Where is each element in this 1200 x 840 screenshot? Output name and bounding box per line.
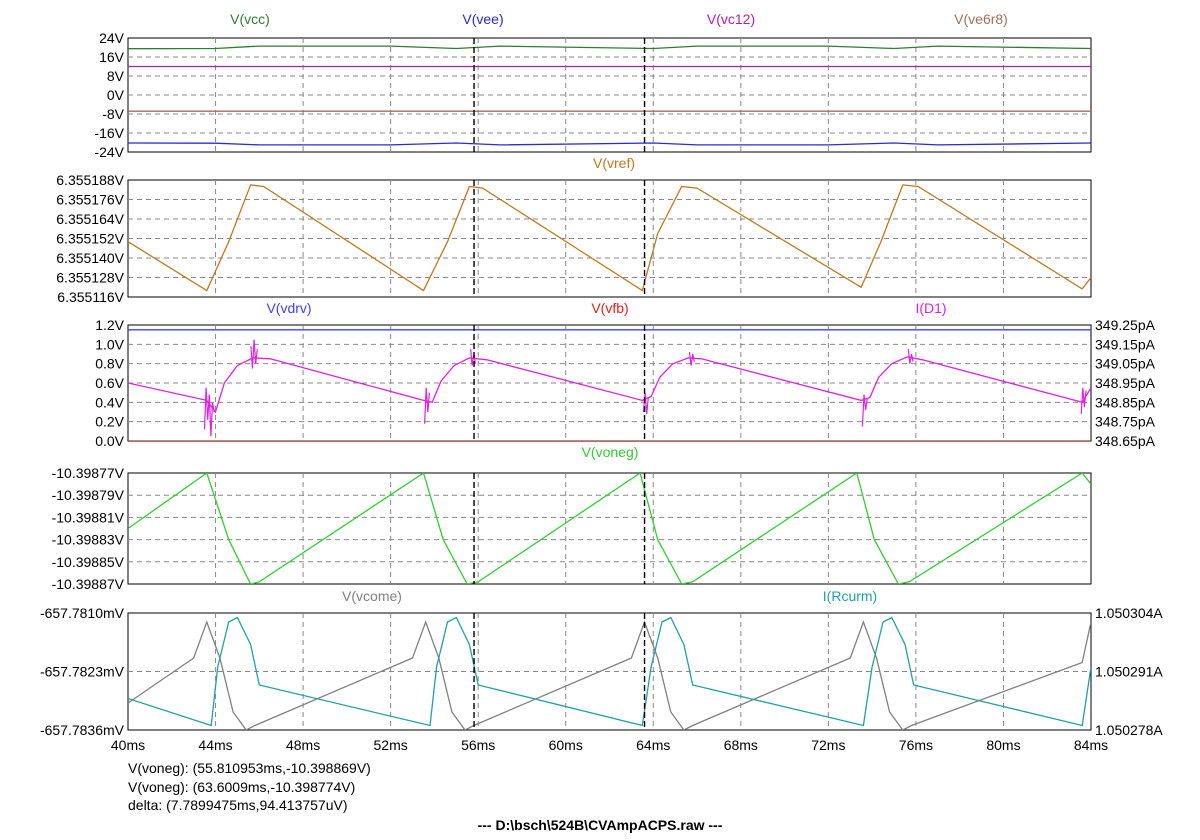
x-tick-label: 64ms [636, 737, 670, 753]
y-tick-label: 0.6V [95, 375, 124, 391]
y-tick-label: -657.7810mV [40, 605, 125, 621]
pane-supplies: 24V 16V 8V 0V -8V -16V -24V [94, 30, 1092, 160]
cursor1-readout: V(voneg): (55.810953ms,-10.398869V) [128, 760, 371, 776]
x-tick-label: 84ms [1074, 737, 1108, 753]
y2-tick-label: 349.15pA [1095, 336, 1156, 352]
x-tick-label: 80ms [986, 737, 1020, 753]
y-tick-label: 1.2V [95, 317, 124, 333]
traces [128, 45, 1091, 146]
x-tick-label: 68ms [724, 737, 758, 753]
y-tick-label: 6.355140V [56, 250, 124, 266]
y-tick-label: 0.2V [95, 414, 124, 430]
y2-tick-label: 348.85pA [1095, 394, 1156, 410]
trace-spike [688, 352, 695, 366]
pane-currents: -657.7810mV -657.7823mV -657.7836mV 1.05030… [40, 605, 1163, 738]
pane-vref: 6.355188V 6.355176V 6.355164V 6.355152V 6.35… [56, 172, 1092, 305]
raw-file-path: --- D:\bsch\524B\CVAmpACPS.raw --- [477, 817, 723, 833]
pane-drive: 1.2V 1.0V 0.8V 0.6V 0.4V 0.2V 0.0V 349.25pA 349.… [95, 317, 1155, 449]
trace-spike [470, 349, 476, 366]
pane-frame [127, 472, 1092, 585]
trace-spike [250, 339, 258, 369]
y2-tick-label: 349.05pA [1095, 356, 1156, 372]
trace-vee [128, 142, 1091, 146]
x-tick-label: 56ms [461, 737, 495, 753]
x-tick-label: 60ms [549, 737, 583, 753]
trace-label-vref: V(vref) [593, 155, 635, 171]
y-tick-label: 16V [99, 49, 125, 65]
y2-tick-label: 1.050291A [1095, 664, 1163, 680]
trace-label-vdrv: V(vdrv) [266, 300, 311, 316]
y-tick-label: 6.355188V [56, 172, 124, 188]
trace-label-vee: V(vee) [462, 11, 503, 27]
y-tick-label: -10.39881V [52, 509, 125, 525]
y2-tick-label: 349.25pA [1095, 317, 1156, 333]
y-tick-label: 0.8V [95, 356, 124, 372]
trace-label-vfb: V(vfb) [591, 300, 628, 316]
y-tick-label: 0.4V [95, 394, 124, 410]
trace-spike [907, 349, 914, 364]
traces [128, 329, 1091, 441]
y-tick-label: -10.39883V [52, 532, 125, 548]
traces [128, 616, 1091, 730]
trace-spike [861, 394, 868, 427]
y-tick-label: -657.7836mV [40, 722, 125, 738]
y-tick-label: -10.39887V [52, 576, 125, 592]
y-tick-label: -8V [102, 106, 124, 122]
trace-spike [424, 387, 430, 424]
trace-voneg [128, 473, 1091, 584]
trace-label-vcc: V(vcc) [230, 11, 270, 27]
y-tick-label: 0.0V [95, 433, 124, 449]
y-tick-label: 24V [99, 30, 125, 46]
y-tick-label: -16V [94, 125, 124, 141]
x-tick-label: 44ms [198, 737, 232, 753]
y-tick-label: 0V [107, 87, 125, 103]
trace-label-vcome: V(vcome) [342, 588, 402, 604]
y-tick-label: 6.355176V [56, 192, 124, 208]
y-tick-label: -10.39885V [52, 554, 125, 570]
x-tick-label: 52ms [374, 737, 408, 753]
traces [128, 473, 1091, 584]
trace-spike [1080, 387, 1087, 414]
cursor2-readout: V(voneg): (63.6009ms,-10.398774V) [128, 779, 356, 795]
y-tick-label: 1.0V [95, 336, 124, 352]
cursor-delta-readout: delta: (7.7899475ms,94.413757uV) [128, 797, 348, 813]
y-tick-label: 6.355116V [57, 289, 124, 305]
y-tick-label: -24V [94, 144, 124, 160]
trace-label-voneg: V(voneg) [582, 444, 639, 460]
x-tick-label: 72ms [811, 737, 845, 753]
y2-tick-label: 348.75pA [1095, 414, 1156, 430]
y-tick-label: 8V [107, 68, 125, 84]
x-tick-label: 48ms [286, 737, 320, 753]
x-tick-label: 40ms [111, 737, 145, 753]
trace-label-ve6r8: V(ve6r8) [954, 11, 1008, 27]
x-tick-label: 76ms [899, 737, 933, 753]
y-tick-label: 6.355128V [56, 270, 124, 286]
y2-tick-label: 1.050304A [1095, 605, 1163, 621]
y-tick-label: -657.7823mV [40, 664, 125, 680]
traces [128, 184, 1091, 292]
trace-label-vc12: V(vc12) [707, 11, 755, 27]
trace-vref [128, 184, 1091, 292]
y-tick-label: 6.355164V [56, 211, 124, 227]
pane-voneg: -10.39877V -10.39879V -10.39881V -10.39883V… [52, 465, 1092, 592]
y2-tick-label: 1.050278A [1095, 722, 1163, 738]
trace-vcome [128, 620, 1091, 730]
trace-label-id1: I(D1) [915, 300, 946, 316]
y-tick-label: -10.39879V [52, 487, 125, 503]
y2-tick-label: 348.65pA [1095, 433, 1156, 449]
trace-vcc [128, 45, 1091, 50]
y-tick-label: 6.355152V [56, 231, 124, 247]
trace-ircurm [128, 616, 1091, 727]
y-tick-label: -10.39877V [52, 465, 125, 481]
trace-id1 [128, 356, 1091, 414]
y2-tick-label: 348.95pA [1095, 375, 1156, 391]
trace-spike [203, 387, 215, 437]
trace-label-ircurm: I(Rcurm) [823, 588, 877, 604]
